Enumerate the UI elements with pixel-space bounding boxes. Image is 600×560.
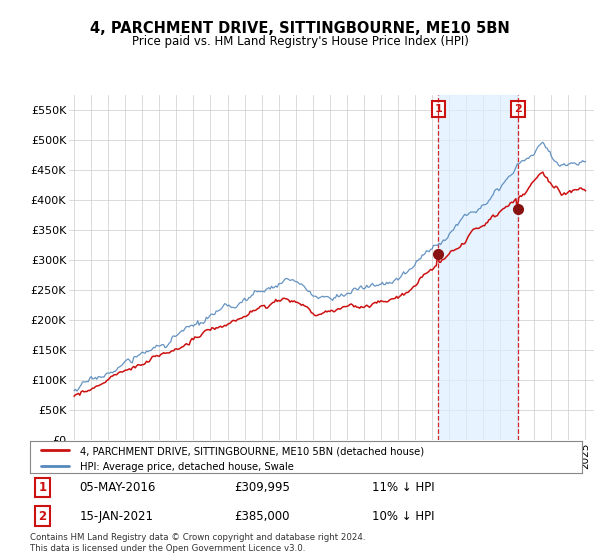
Text: HPI: Average price, detached house, Swale: HPI: Average price, detached house, Swal…: [80, 463, 293, 472]
Text: 1: 1: [434, 104, 442, 114]
Text: £385,000: £385,000: [234, 510, 290, 522]
Text: Price paid vs. HM Land Registry's House Price Index (HPI): Price paid vs. HM Land Registry's House …: [131, 35, 469, 48]
Text: 05-MAY-2016: 05-MAY-2016: [80, 481, 156, 494]
Text: 1: 1: [38, 481, 46, 494]
Text: 4, PARCHMENT DRIVE, SITTINGBOURNE, ME10 5BN (detached house): 4, PARCHMENT DRIVE, SITTINGBOURNE, ME10 …: [80, 446, 424, 456]
Bar: [439, 95, 518, 440]
Text: 11% ↓ HPI: 11% ↓ HPI: [372, 481, 435, 494]
Text: £309,995: £309,995: [234, 481, 290, 494]
Text: 15-JAN-2021: 15-JAN-2021: [80, 510, 154, 522]
Text: 2: 2: [38, 510, 46, 522]
Text: 10% ↓ HPI: 10% ↓ HPI: [372, 510, 435, 522]
Text: Contains HM Land Registry data © Crown copyright and database right 2024.
This d: Contains HM Land Registry data © Crown c…: [30, 533, 365, 553]
Text: 4, PARCHMENT DRIVE, SITTINGBOURNE, ME10 5BN: 4, PARCHMENT DRIVE, SITTINGBOURNE, ME10 …: [90, 21, 510, 36]
Text: 2: 2: [514, 104, 522, 114]
